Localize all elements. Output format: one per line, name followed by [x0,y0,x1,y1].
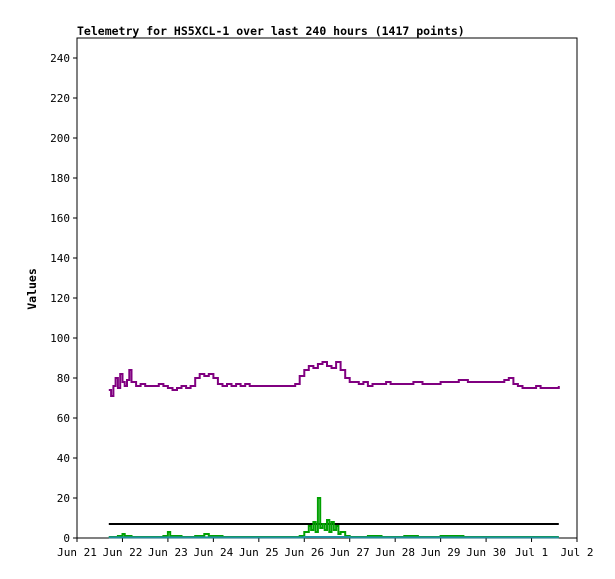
x-tick-label: Jun 30 [466,546,506,559]
x-tick-label: Jul 1 [515,546,548,559]
y-tick-label: 0 [63,532,70,545]
y-tick-label: 80 [57,372,70,385]
y-tick-label: 200 [50,132,70,145]
y-axis: 0 20 40 60 80 100 120 140 160 180 200 220 240 [50,52,77,545]
y-tick-label: 220 [50,92,70,105]
y-tick-label: 120 [50,292,70,305]
y-tick-label: 60 [57,412,70,425]
plot-area-frame [76,37,578,539]
x-tick-label: Jun 23 [148,546,188,559]
y-tick-label: 100 [50,332,70,345]
x-tick-label: Jun 26 [284,546,324,559]
x-tick-label: Jun 25 [239,546,279,559]
y-tick-label: 20 [57,492,70,505]
x-tick-label: Jul 2 [560,546,593,559]
series-line-0 [108,361,560,397]
x-tick-label: Jun 27 [330,546,370,559]
x-tick-label: Jun 28 [375,546,415,559]
x-tick-label: Jun 21 [57,546,97,559]
x-axis: Jun 21 Jun 22 Jun 23 Jun 24 Jun 25 Jun 26 Jun … [57,538,594,559]
x-tick-label: Jun 29 [421,546,461,559]
x-tick-label: Jun 24 [193,546,233,559]
y-tick-label: 180 [50,172,70,185]
y-tick-label: 40 [57,452,70,465]
y-axis-label: Values [25,268,39,310]
x-tick-label: Jun 22 [103,546,143,559]
y-tick-label: 140 [50,252,70,265]
series-line-2 [108,497,559,538]
y-tick-label: 240 [50,52,70,65]
series-layer [108,361,560,539]
chart-title: Telemetry for HS5XCL-1 over last 240 hou… [77,24,465,38]
y-tick-label: 160 [50,212,70,225]
